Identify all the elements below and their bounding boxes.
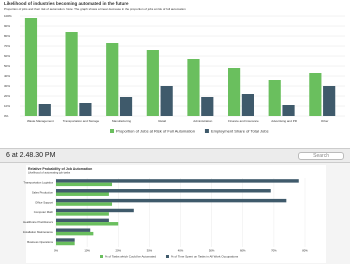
bar bbox=[160, 86, 173, 116]
x-tick-label: 70% bbox=[271, 249, 277, 253]
x-tick-label: 20% bbox=[115, 249, 121, 253]
x-tick-label: Transportation and Storage bbox=[63, 119, 100, 123]
x-tick-label: Administration bbox=[193, 119, 212, 123]
window-title: 6 at 2.48.30 PM bbox=[6, 152, 56, 159]
y-tick-label: 90% bbox=[4, 24, 10, 28]
y-tick-label: 100% bbox=[4, 14, 12, 18]
y-tick-label: 70% bbox=[4, 44, 10, 48]
bar bbox=[56, 179, 299, 183]
bar bbox=[56, 241, 75, 246]
x-tick-label: 10% bbox=[84, 249, 90, 253]
viewer-toolbar: 6 at 2.48.30 PM Search bbox=[0, 148, 350, 163]
chart-subtitle: Proportion of jobs and their risk of aut… bbox=[4, 7, 186, 11]
y-tick-label: 30% bbox=[4, 84, 10, 88]
chart-title: Relative Probability of Job Automation bbox=[28, 167, 92, 171]
bar bbox=[56, 238, 75, 242]
x-tick-label: 40% bbox=[178, 249, 184, 253]
bar bbox=[56, 208, 134, 213]
x-tick-label: Other bbox=[321, 119, 329, 123]
bar bbox=[38, 104, 51, 116]
legend-label: % of Time Spent on Tasks in All Work Occ… bbox=[171, 254, 239, 258]
bar bbox=[79, 103, 92, 116]
legend-label: Proportion of Jobs at Risk of Full Autom… bbox=[116, 129, 195, 134]
y-tick-label: Office Support bbox=[35, 200, 53, 204]
bar bbox=[201, 97, 214, 116]
y-tick-label: Business Operations bbox=[27, 240, 53, 244]
y-tick-label: 60% bbox=[4, 54, 10, 58]
x-tick-label: 30% bbox=[147, 249, 153, 253]
y-tick-label: Installation Maintenance bbox=[23, 230, 54, 234]
x-tick-label: Finance and Insurance bbox=[228, 119, 259, 123]
x-tick-label: Manufacturing bbox=[112, 119, 131, 123]
bar bbox=[56, 222, 119, 226]
bar bbox=[56, 182, 113, 187]
y-tick-label: 40% bbox=[4, 74, 10, 78]
x-tick-label: 60% bbox=[240, 249, 246, 253]
chart-title: Likelihood of industries becoming automa… bbox=[4, 1, 129, 6]
legend-swatch bbox=[100, 255, 103, 258]
bar bbox=[56, 228, 91, 232]
x-tick-label: 80% bbox=[302, 249, 308, 253]
y-tick-label: Transportation Logistics bbox=[23, 181, 53, 185]
legend-swatch bbox=[110, 129, 114, 133]
chart: Likelihood of industries becoming automa… bbox=[4, 1, 345, 134]
search-field[interactable]: Search bbox=[298, 151, 344, 160]
bar bbox=[56, 212, 109, 216]
y-tick-label: 0% bbox=[4, 114, 9, 118]
legend-swatch bbox=[204, 129, 209, 133]
x-tick-label: 0% bbox=[54, 249, 59, 253]
y-tick-label: 10% bbox=[4, 104, 10, 108]
bar bbox=[56, 192, 109, 196]
bar bbox=[106, 43, 119, 116]
x-tick-label: Retail bbox=[158, 119, 166, 123]
legend-swatch bbox=[165, 255, 169, 258]
legend-label: % of Tasks which Could be Automated bbox=[105, 254, 156, 258]
chart-subtitle: Likelihood of automating job tasks bbox=[28, 171, 71, 175]
bar bbox=[56, 218, 109, 223]
x-tick-label: 50% bbox=[209, 249, 215, 253]
y-tick-label: 20% bbox=[4, 94, 10, 98]
bar bbox=[65, 32, 78, 116]
bar bbox=[228, 68, 241, 116]
y-tick-label: Computer Math bbox=[34, 210, 54, 214]
legend-label: Employment Share of Total Jobs bbox=[211, 129, 269, 134]
bar bbox=[146, 50, 159, 116]
bar bbox=[119, 97, 133, 116]
bar bbox=[56, 231, 94, 236]
bar bbox=[309, 73, 322, 116]
y-tick-label: 50% bbox=[4, 64, 10, 68]
bar bbox=[323, 86, 336, 116]
bar bbox=[56, 198, 287, 203]
bar bbox=[56, 202, 113, 206]
bar bbox=[268, 80, 281, 116]
bar bbox=[187, 59, 200, 116]
bar bbox=[24, 18, 38, 116]
bar bbox=[241, 94, 254, 116]
y-tick-label: Sales Production bbox=[32, 191, 54, 195]
chart: Relative Probability of Job AutomationLi… bbox=[0, 163, 350, 264]
x-tick-label: Advertising and PR bbox=[271, 119, 298, 123]
x-tick-label: Waste Management bbox=[27, 119, 54, 123]
y-tick-label: 80% bbox=[4, 34, 10, 38]
bar bbox=[282, 105, 295, 116]
y-tick-label: Healthcare Practitioners bbox=[23, 220, 53, 224]
bar bbox=[56, 189, 271, 193]
